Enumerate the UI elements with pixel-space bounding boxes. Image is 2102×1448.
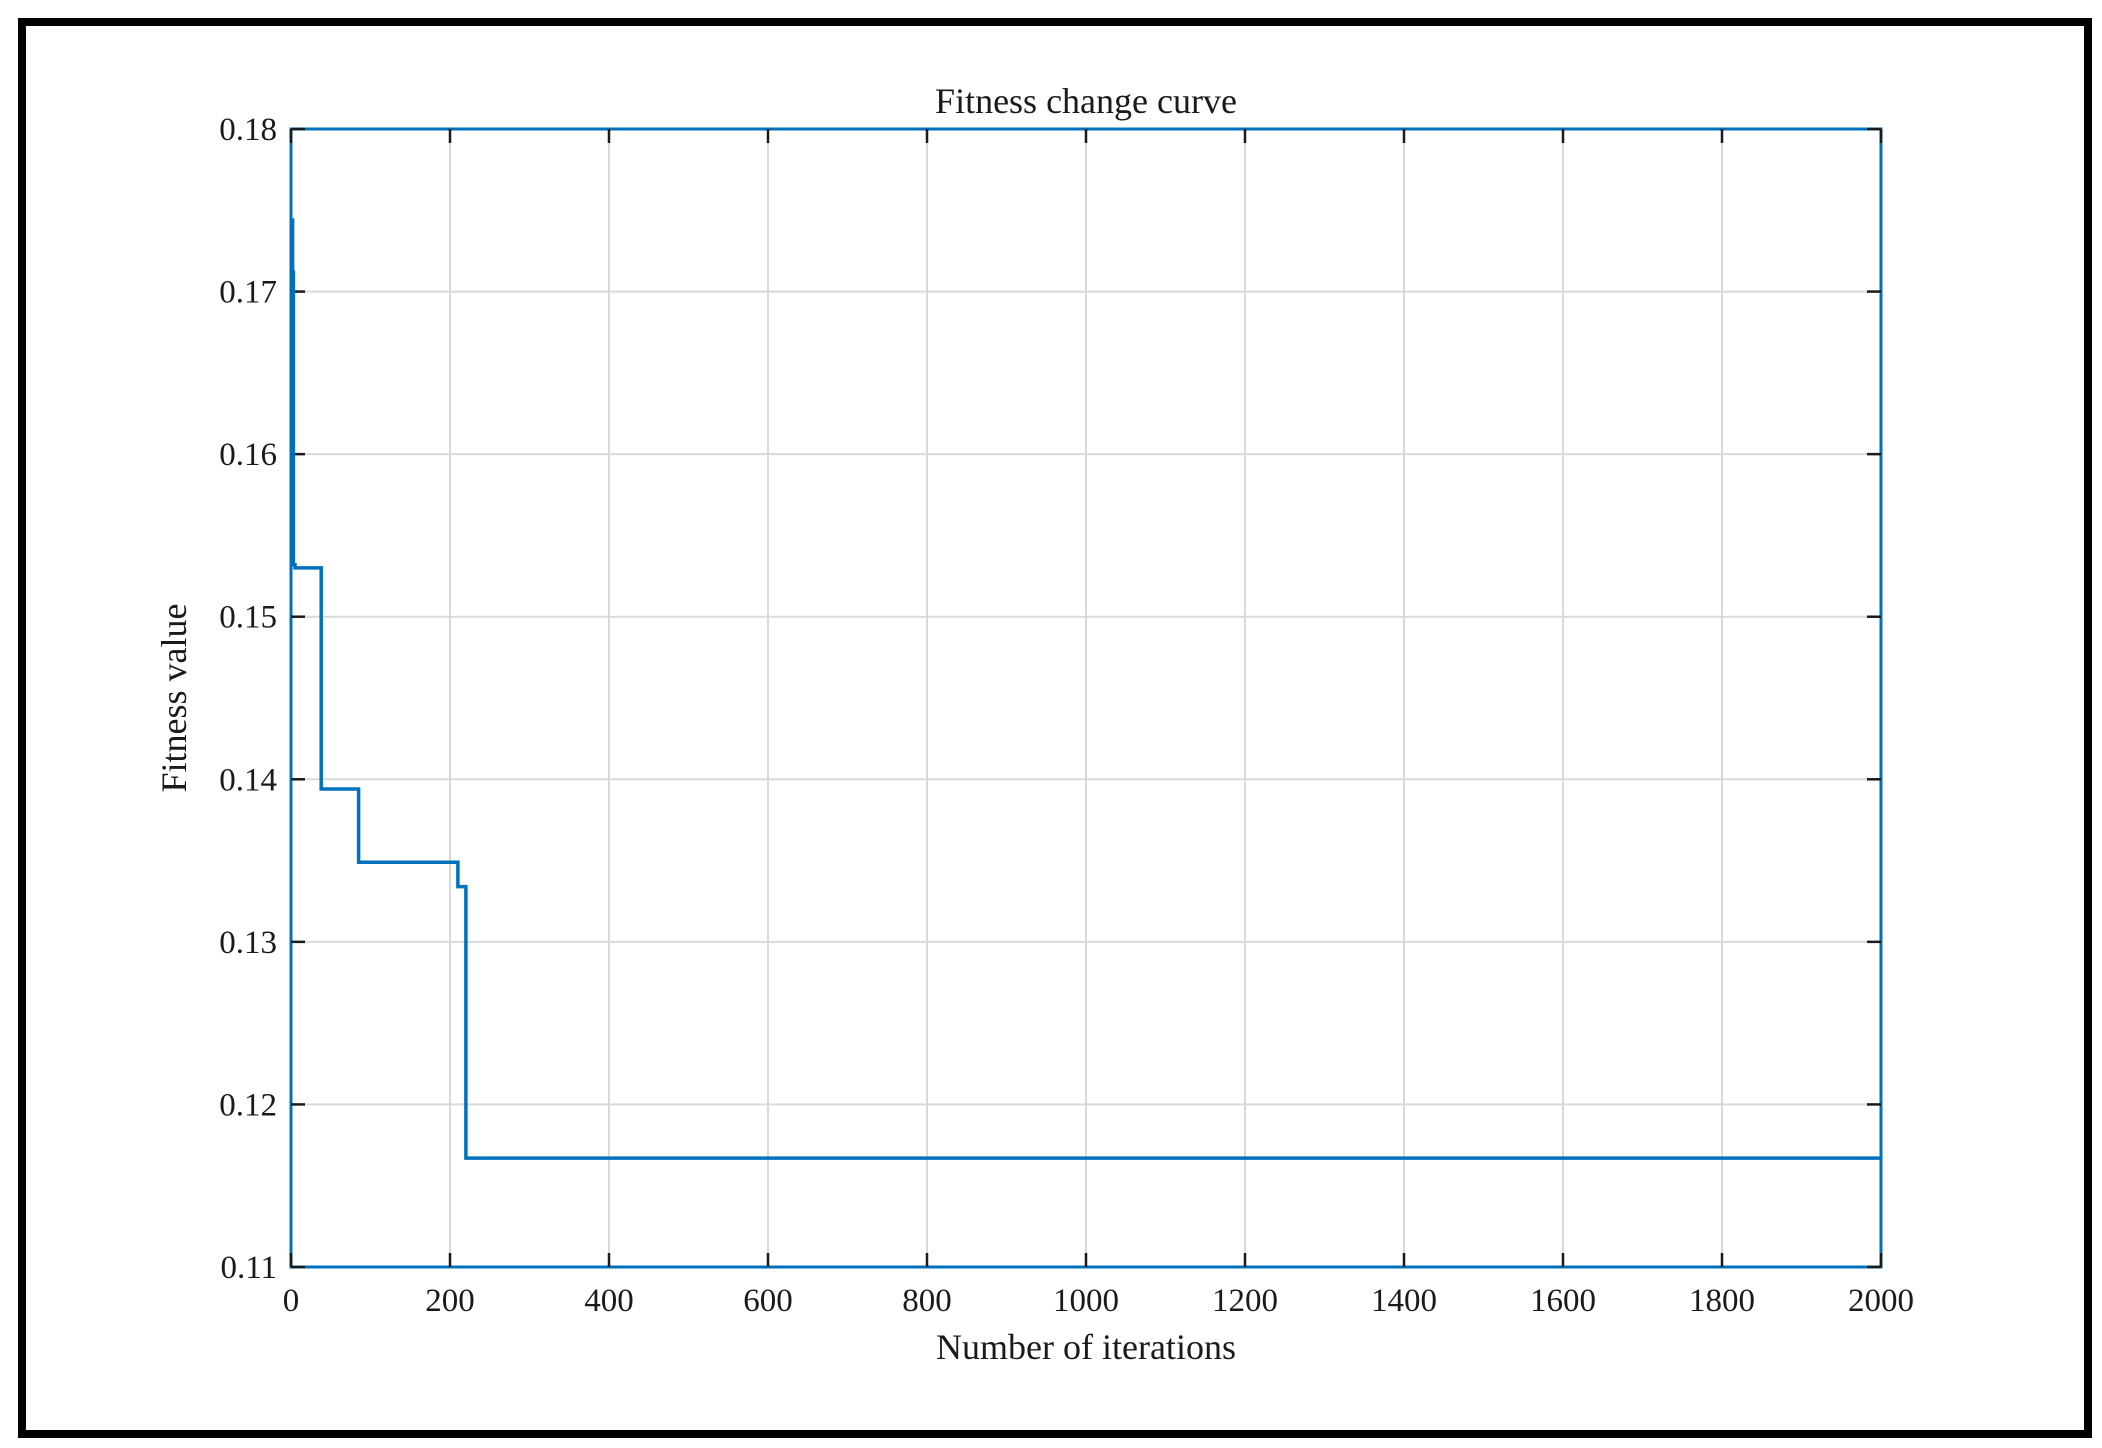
x-tick-label: 400 xyxy=(584,1283,634,1319)
y-tick-label: 0.11 xyxy=(220,1250,277,1286)
x-tick-label: 1600 xyxy=(1530,1283,1596,1319)
x-tick-label: 0 xyxy=(283,1283,300,1319)
tick-layer xyxy=(289,127,1883,1269)
y-tick-label: 0.17 xyxy=(219,275,277,311)
x-tick-label: 1000 xyxy=(1053,1283,1119,1319)
x-tick-label: 800 xyxy=(902,1283,952,1319)
y-tick-label: 0.16 xyxy=(219,437,277,473)
series-layer xyxy=(290,218,1881,1160)
y-axis-title: Fitness value xyxy=(154,604,194,793)
x-tick-label: 600 xyxy=(743,1283,793,1319)
y-tick-label: 0.18 xyxy=(219,112,277,148)
fitness-series-line xyxy=(290,218,1881,1160)
x-tick-label: 1200 xyxy=(1212,1283,1278,1319)
x-tick-label: 1800 xyxy=(1689,1283,1755,1319)
y-tick-labels: 0.11 0.12 0.13 0.14 0.15 0.16 0.17 0.18 xyxy=(219,112,277,1286)
y-tick-label: 0.13 xyxy=(219,925,277,961)
figure-frame xyxy=(18,18,2092,1438)
y-tick-label: 0.15 xyxy=(219,600,277,636)
x-tick-label: 1400 xyxy=(1371,1283,1437,1319)
y-tick-label: 0.12 xyxy=(219,1087,277,1123)
x-axis-title: Number of iterations xyxy=(936,1327,1236,1367)
x-tick-label: 200 xyxy=(425,1283,475,1319)
y-tick-label: 0.14 xyxy=(219,762,277,798)
x-tick-labels: 0 200 400 600 800 1000 1200 1400 1600 1800 2000 xyxy=(283,1283,1914,1319)
chart-title: Fitness change curve xyxy=(935,81,1237,121)
x-tick-label: 2000 xyxy=(1848,1283,1914,1319)
grid-layer xyxy=(291,129,1881,1267)
